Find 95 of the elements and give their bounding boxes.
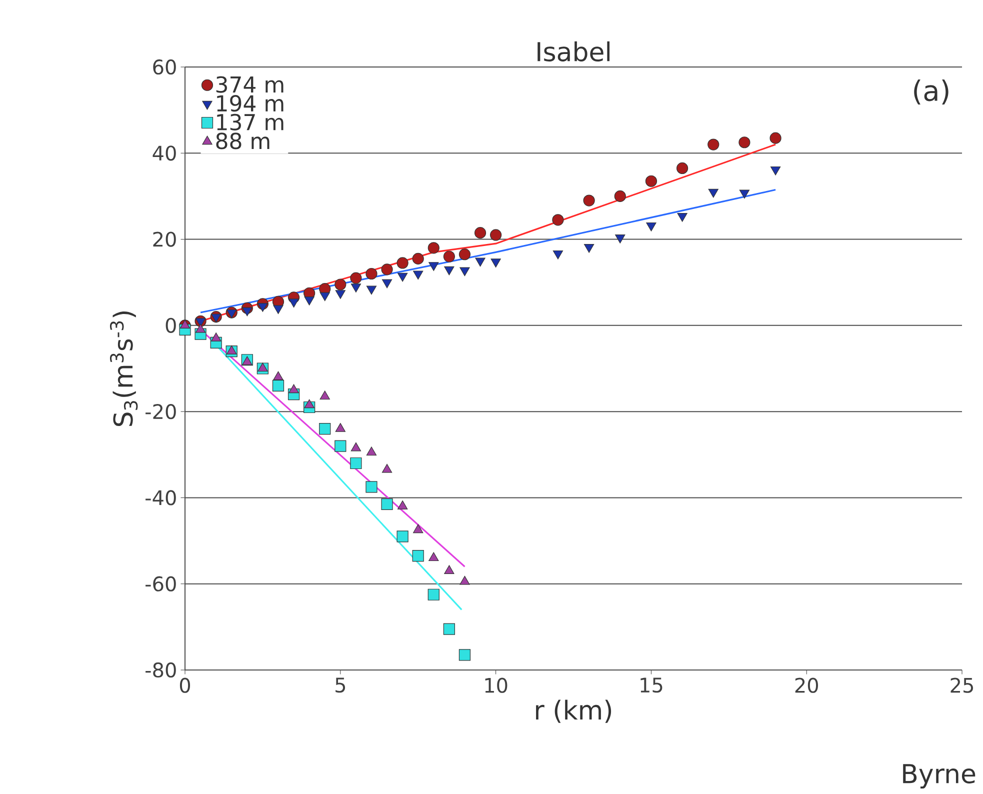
point bbox=[676, 162, 688, 174]
x-tick-label: 10 bbox=[485, 678, 508, 693]
point bbox=[398, 500, 408, 510]
point bbox=[381, 264, 393, 276]
point bbox=[474, 227, 486, 239]
point bbox=[398, 272, 408, 282]
point bbox=[366, 286, 377, 295]
legend-label: 194 m bbox=[217, 95, 284, 112]
point bbox=[319, 422, 331, 435]
point bbox=[258, 302, 268, 312]
point bbox=[739, 190, 750, 199]
point bbox=[350, 272, 362, 284]
x-tick-label: 20 bbox=[795, 678, 818, 693]
point bbox=[428, 242, 440, 254]
point bbox=[428, 262, 439, 271]
point bbox=[273, 371, 284, 380]
y-tick-label: -80 bbox=[146, 662, 176, 678]
point bbox=[334, 278, 346, 290]
point bbox=[770, 166, 781, 176]
y-tick-label: -40 bbox=[146, 490, 176, 506]
point bbox=[288, 298, 299, 308]
point bbox=[412, 550, 424, 562]
point bbox=[304, 399, 314, 408]
point bbox=[334, 440, 346, 452]
point bbox=[412, 252, 424, 264]
y-tick-label: -20 bbox=[146, 404, 176, 420]
point bbox=[614, 190, 626, 202]
point bbox=[677, 212, 688, 222]
point bbox=[552, 214, 564, 226]
point bbox=[428, 552, 439, 562]
point bbox=[366, 446, 377, 456]
point bbox=[304, 296, 314, 306]
point bbox=[460, 267, 470, 276]
point bbox=[708, 188, 718, 198]
point bbox=[458, 649, 471, 661]
point bbox=[242, 307, 252, 316]
legend-label: 88 m bbox=[216, 132, 270, 150]
point bbox=[552, 250, 564, 260]
x-tick-label: 25 bbox=[950, 678, 973, 693]
point bbox=[444, 565, 454, 574]
point bbox=[366, 481, 378, 493]
point bbox=[320, 390, 330, 400]
y-tick-label: 20 bbox=[153, 232, 176, 247]
point bbox=[443, 623, 455, 635]
point bbox=[490, 229, 502, 241]
point bbox=[443, 250, 455, 262]
text: Byrne bbox=[903, 764, 976, 788]
point bbox=[288, 384, 299, 394]
x-tick-label: 5 bbox=[336, 678, 346, 693]
point bbox=[335, 422, 346, 432]
point bbox=[273, 305, 284, 314]
y-axis-title: S$_{3}$(m$^{3}$s$^{-3}$) bbox=[110, 312, 138, 426]
point bbox=[458, 248, 471, 260]
point bbox=[444, 266, 454, 276]
point bbox=[460, 576, 470, 585]
y-tick-label: 60 bbox=[153, 59, 176, 75]
point bbox=[335, 290, 346, 299]
point bbox=[475, 258, 486, 267]
point bbox=[615, 234, 626, 244]
point bbox=[708, 138, 720, 150]
legend-label: 374 m bbox=[216, 76, 284, 93]
chart-title: Isabel bbox=[538, 41, 610, 62]
point bbox=[350, 457, 362, 470]
legend-label: 137 m bbox=[217, 114, 284, 130]
point bbox=[584, 244, 594, 253]
point bbox=[350, 442, 362, 452]
point bbox=[258, 362, 268, 372]
y-tick-label: -60 bbox=[146, 576, 176, 592]
point bbox=[382, 279, 392, 288]
point bbox=[366, 268, 378, 280]
point bbox=[320, 292, 330, 302]
annotation: (a) bbox=[914, 80, 948, 104]
x-axis-title: r (km) bbox=[536, 700, 612, 723]
point bbox=[396, 530, 408, 542]
point bbox=[396, 257, 408, 269]
point bbox=[428, 588, 440, 600]
point bbox=[770, 132, 782, 144]
y-tick-label: 0 bbox=[166, 318, 176, 333]
point bbox=[381, 498, 393, 510]
point bbox=[413, 524, 424, 534]
point bbox=[738, 136, 750, 148]
y-tick-label: 40 bbox=[152, 146, 176, 161]
point bbox=[583, 194, 595, 206]
point bbox=[382, 464, 392, 473]
point bbox=[490, 258, 501, 268]
point bbox=[413, 270, 424, 280]
point bbox=[272, 380, 284, 392]
x-tick-label: 0 bbox=[180, 678, 190, 693]
point bbox=[195, 318, 206, 327]
x-tick-label: 15 bbox=[640, 678, 662, 693]
point bbox=[645, 175, 658, 187]
point bbox=[211, 314, 222, 323]
point bbox=[350, 284, 362, 292]
point bbox=[226, 309, 237, 318]
point bbox=[646, 222, 656, 232]
